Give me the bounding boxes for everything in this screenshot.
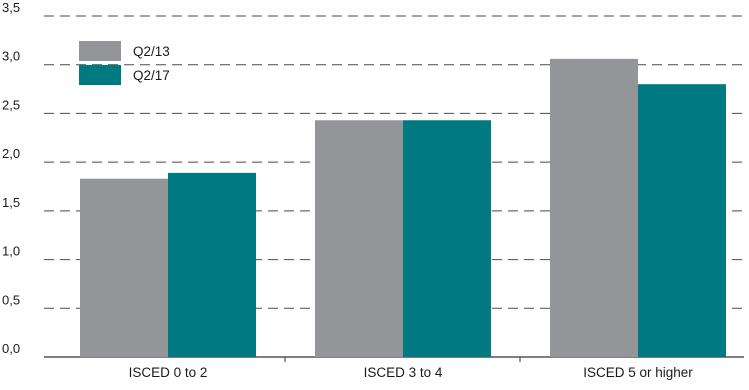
- legend-swatch: [79, 65, 121, 85]
- y-tick-label: 1,5: [2, 195, 20, 210]
- y-tick-label: 0,5: [2, 292, 20, 307]
- legend: Q2/13 Q2/17: [79, 41, 170, 85]
- x-axis: ISCED 0 to 2 ISCED 3 to 4 ISCED 5 or highe…: [129, 357, 693, 380]
- y-tick-label: 0,0: [2, 341, 20, 356]
- y-tick-label: 3,0: [2, 49, 20, 64]
- bars: [80, 58, 726, 358]
- bar-q213-2: [315, 120, 403, 358]
- x-category-label: ISCED 5 or higher: [583, 365, 693, 380]
- x-category-label: ISCED 0 to 2: [129, 365, 208, 380]
- y-tick-label: 2,0: [2, 146, 20, 161]
- y-tick-label: 1,0: [2, 244, 20, 259]
- x-category-label: ISCED 3 to 4: [364, 365, 443, 380]
- y-tick-label: 2,5: [2, 97, 20, 112]
- bar-q217-3: [638, 84, 726, 357]
- y-tick-label: 3,5: [2, 0, 20, 15]
- bar-q213-3: [550, 58, 638, 358]
- legend-label: Q2/13: [133, 44, 170, 59]
- legend-label: Q2/17: [133, 68, 170, 83]
- bar-q217-2: [403, 120, 491, 358]
- legend-swatch: [79, 41, 121, 61]
- bar-q217-1: [168, 172, 256, 357]
- bar-q213-1: [80, 178, 168, 357]
